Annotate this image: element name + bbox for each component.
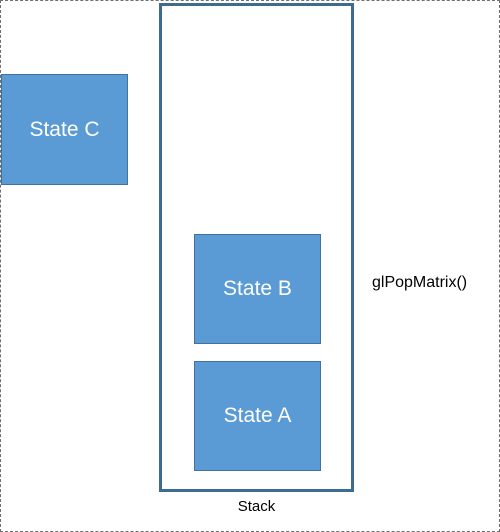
state-a-box: State A: [194, 361, 321, 471]
state-c-box: State C: [1, 74, 128, 185]
operation-label: glPopMatrix(): [372, 274, 467, 292]
stack-label: Stack: [159, 498, 354, 515]
state-b-box: State B: [194, 234, 321, 344]
state-b-label: State B: [223, 277, 292, 301]
state-a-label: State A: [224, 404, 292, 428]
state-c-label: State C: [29, 118, 99, 142]
